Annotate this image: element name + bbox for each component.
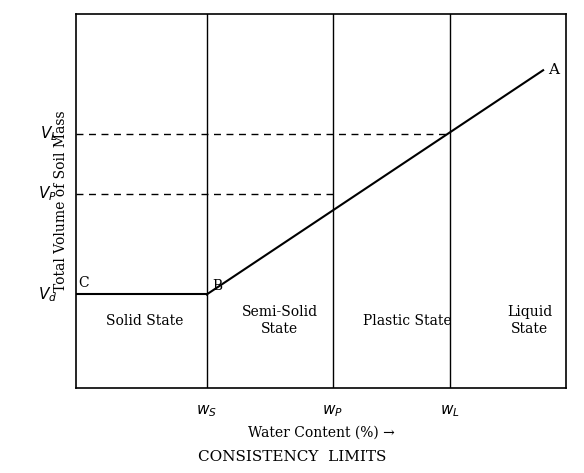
Text: $w_P$: $w_P$ xyxy=(322,403,343,419)
Text: A: A xyxy=(548,63,559,77)
Text: $V_L$: $V_L$ xyxy=(40,124,57,143)
Y-axis label: Total Volume of Soil Mass: Total Volume of Soil Mass xyxy=(54,110,68,292)
Text: $w_L$: $w_L$ xyxy=(440,403,460,419)
Text: Plastic State: Plastic State xyxy=(363,314,451,328)
Text: CONSISTENCY  LIMITS: CONSISTENCY LIMITS xyxy=(198,449,386,464)
Text: $V_P$: $V_P$ xyxy=(39,184,57,203)
Text: $V_d$: $V_d$ xyxy=(38,285,57,304)
Text: Liquid
State: Liquid State xyxy=(507,306,552,336)
Text: Semi-Solid
State: Semi-Solid State xyxy=(241,306,318,336)
Text: Water Content (%) →: Water Content (%) → xyxy=(248,425,395,439)
Text: Solid State: Solid State xyxy=(106,314,183,328)
Text: C: C xyxy=(78,276,89,290)
Text: $w_S$: $w_S$ xyxy=(196,403,217,419)
Text: B: B xyxy=(213,279,223,293)
